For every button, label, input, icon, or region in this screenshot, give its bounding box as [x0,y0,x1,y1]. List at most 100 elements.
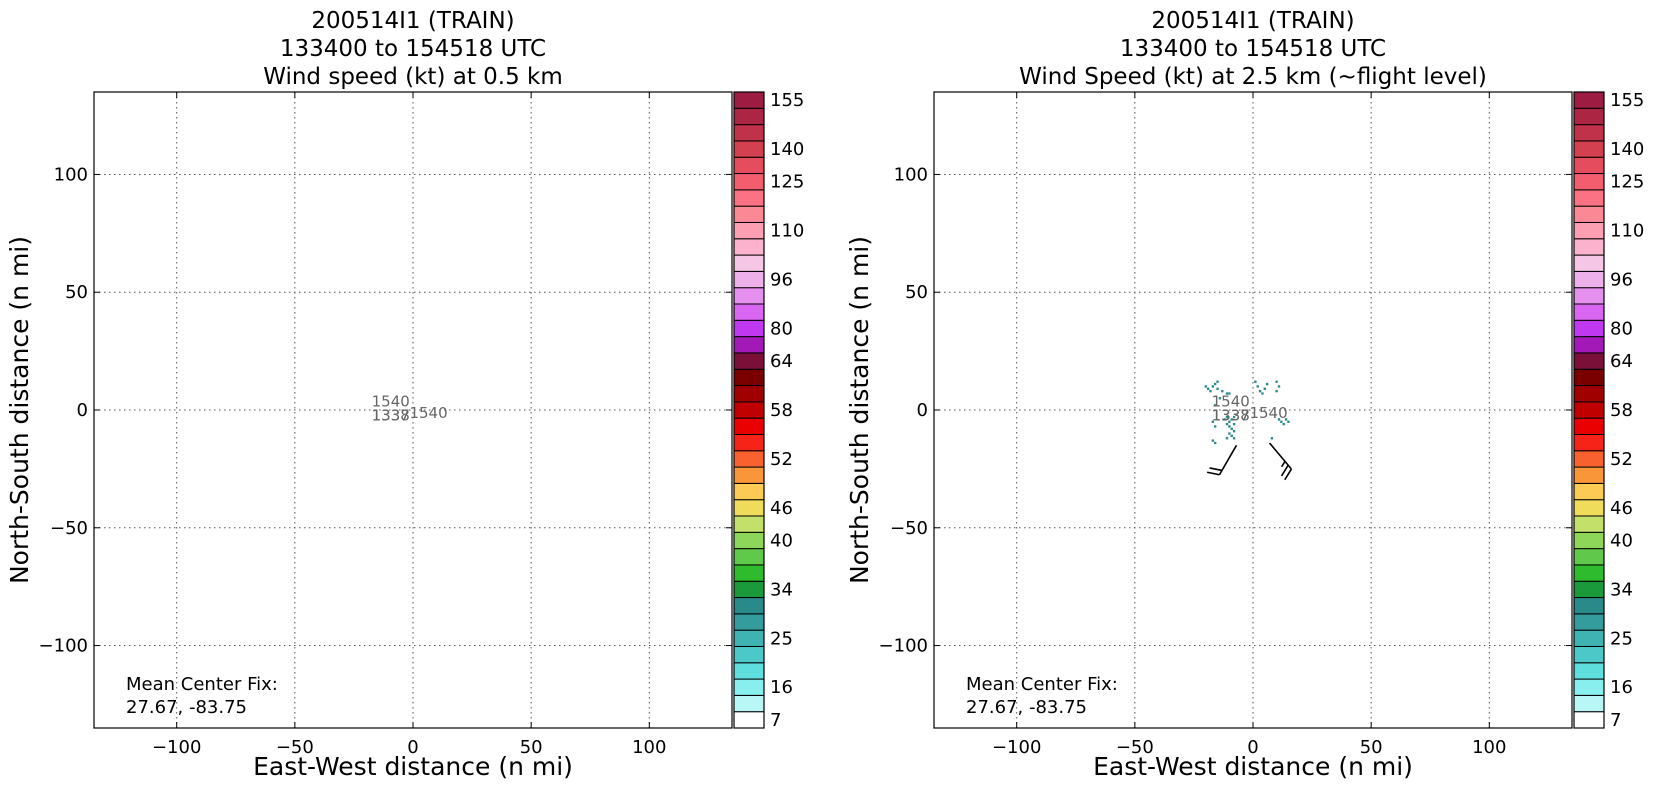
y-tick-label: 100 [894,164,928,185]
colorbar-tick-label: 80 [770,318,793,339]
y-tick-label: 100 [54,164,88,185]
colorbar-tick-label: 25 [770,628,793,649]
y-tick-label: 50 [65,282,88,303]
x-tick-label: −50 [1116,737,1154,758]
wind-speed-cell [1277,385,1281,388]
wind-speed-cell [1258,389,1262,393]
colorbar-bin [733,433,765,452]
panel-0-center-fix-label: Mean Center Fix: [126,674,278,695]
panel-1-colorbar: 155 140 125 110 96 80 64 58 52 46 40 34 25 16 7 [1573,90,1644,731]
wind-speed-cell [1211,439,1215,442]
wind-speed-cell [1275,389,1278,393]
wind-speed-cell [1254,380,1257,383]
x-tick-label: 0 [1247,737,1258,758]
colorbar-tick-label: 58 [770,400,793,421]
wind-speed-cell [1214,382,1217,386]
colorbar-bin [733,580,765,599]
colorbar-bin [1573,303,1605,321]
colorbar-bin [1573,531,1605,550]
colorbar-bin [733,173,765,191]
colorbar-bin [733,91,765,109]
colorbar-bin [733,352,765,370]
colorbar-bin [733,385,765,403]
colorbar-bin [1573,221,1605,240]
colorbar-tick-label: 155 [1610,90,1644,111]
x-tick-label: 50 [1360,737,1383,758]
panel-0: 200514I1 (TRAIN) 133400 to 154518 UTC Wi… [5,8,804,781]
wind-speed-cell [1261,392,1264,395]
colorbar-bin [733,319,765,338]
colorbar-bin [733,205,765,223]
colorbar-bin [733,336,765,354]
wind-speed-cell [1235,413,1238,416]
colorbar-bin [1573,499,1605,517]
colorbar-tick-label: 52 [1610,449,1633,470]
colorbar-bin [733,629,765,647]
panel-1-axis-ticks: −100 −50 0 50 100 −100 −50 0 50 100 [879,92,1572,758]
panel-0-axis-ticks: −100 −50 0 50 100 −100 −50 0 50 100 [39,92,732,758]
wind-speed-cell [1275,380,1278,383]
colorbar-bin [1573,662,1605,680]
colorbar-bin [1573,580,1605,599]
colorbar-tick-label: 110 [1610,221,1644,242]
colorbar-tick-label: 64 [770,351,793,372]
wind-speed-cell [1277,418,1281,421]
wind-barb-half-flag [1280,460,1286,468]
colorbar-tick-label: 16 [1610,677,1633,698]
y-tick-label: −50 [50,518,88,539]
y-tick-label: 0 [77,400,88,421]
wind-speed-cell [1263,387,1266,390]
wind-barb-flag [1209,467,1223,472]
x-tick-label: 0 [407,737,418,758]
colorbar-bin [733,597,765,615]
colorbar-bin [1573,401,1605,419]
wind-barb-flag [1280,464,1289,477]
panel-0-y-axis-label: North-South distance (n mi) [5,236,34,584]
colorbar-bin [1573,140,1605,158]
colorbar-tick-label: 110 [770,221,804,242]
wind-speed-cell [1232,422,1236,426]
colorbar-bin [1573,352,1605,370]
colorbar-bin [733,189,765,207]
panel-1-title-line-1: 200514I1 (TRAIN) [1151,8,1354,34]
colorbar-bin [733,466,765,484]
colorbar-tick-label: 140 [1610,139,1644,160]
colorbar-bin [733,711,765,729]
colorbar-bin [1573,450,1605,468]
colorbar-tick-label: 7 [770,710,781,731]
wind-speed-cell [1228,420,1231,423]
colorbar-bin [1573,319,1605,338]
colorbar-bin [1573,629,1605,647]
y-tick-label: −50 [890,518,928,539]
colorbar-bin [1573,564,1605,582]
colorbar-bin [1573,417,1605,435]
colorbar-tick-label: 64 [1610,351,1633,372]
colorbar-bin [733,107,765,126]
colorbar-tick-label: 46 [770,498,793,519]
wind-speed-cell [1230,427,1233,431]
wind-speed-cell [1214,404,1217,407]
wind-speed-cell [1209,389,1212,393]
colorbar-bin [1573,482,1605,501]
colorbar-bin [733,564,765,582]
colorbar-tick-label: 52 [770,449,793,470]
colorbar-bin [1573,189,1605,207]
colorbar-bin [1573,107,1605,126]
wind-barb-flag [1206,471,1220,476]
colorbar-bin [733,221,765,240]
panel-0-gridlines [94,92,732,728]
colorbar-tick-label: 34 [770,579,793,600]
colorbar-bin [1573,238,1605,256]
panel-0-x-axis-label: East-West distance (n mi) [253,752,573,781]
colorbar-frame [733,91,765,729]
colorbar-tick-label: 58 [1610,400,1633,421]
colorbar-bin [1573,613,1605,631]
x-tick-label: 100 [1472,737,1506,758]
wind-speed-cell [1214,425,1217,428]
y-tick-label: −100 [879,636,928,657]
colorbar-bin [1573,254,1605,272]
colorbar-bin [1573,711,1605,729]
x-tick-label: −100 [992,737,1041,758]
